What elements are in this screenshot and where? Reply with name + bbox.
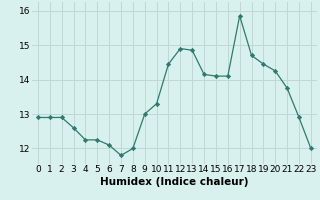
X-axis label: Humidex (Indice chaleur): Humidex (Indice chaleur) <box>100 177 249 187</box>
